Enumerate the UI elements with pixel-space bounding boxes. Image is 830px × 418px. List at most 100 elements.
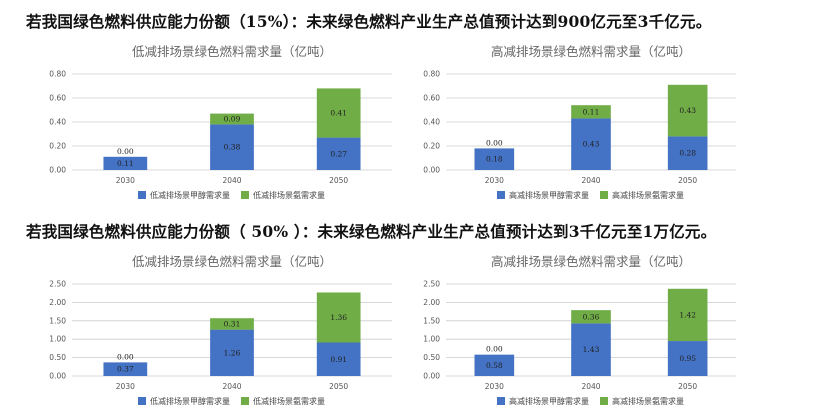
chart-title: 高减排场景绿色燃料需求量（亿吨） [491, 44, 691, 59]
chart-title: 低减排场景绿色燃料需求量（亿吨） [132, 254, 332, 269]
y-tick-label: 0.80 [423, 70, 440, 79]
legend-label: 低减排场景氨需求量 [253, 190, 325, 200]
y-tick-label: 0.60 [423, 94, 440, 103]
y-tick-label: 0.50 [49, 353, 66, 362]
bar-segment [667, 84, 708, 137]
data-label: 1.26 [224, 348, 241, 357]
data-label: 0.11 [583, 107, 600, 116]
chart-title: 高减排场景绿色燃料需求量（亿吨） [491, 254, 691, 269]
bar-segment [667, 136, 708, 170]
data-label: 0.09 [224, 115, 241, 124]
y-tick-label: 1.00 [423, 335, 440, 344]
section-heading-50-percent: 若我国绿色燃料供应能力份额（ 50% ）：未来绿色燃料产业生产总值预计达到3千亿… [26, 222, 717, 241]
data-label: 1.43 [583, 345, 600, 354]
bar-segment [316, 292, 361, 343]
x-tick-label: 2030 [485, 382, 504, 391]
bar-segment [571, 105, 611, 119]
data-label: 1.42 [679, 310, 696, 319]
bar-segment [210, 124, 254, 170]
x-tick-label: 2040 [222, 176, 241, 185]
y-tick-label: 1.50 [423, 316, 440, 325]
legend-label: 高减排场景甲醇需求量 [509, 396, 589, 406]
chart-low-emission-50: 低减排场景绿色燃料需求量（亿吨） 0.00 0.50 1.00 1.50 2.00 2.50… [38, 252, 398, 418]
bar-segment [571, 323, 611, 376]
y-tick-label: 0.40 [49, 118, 66, 127]
y-tick-label: 0.00 [49, 372, 66, 381]
x-tick-label: 2030 [485, 176, 504, 185]
bar-segment [571, 118, 611, 170]
chart-title: 低减排场景绿色燃料需求量（亿吨） [132, 44, 332, 59]
y-tick-label: 2.00 [423, 298, 440, 307]
chart-svg-high-50: 高减排场景绿色燃料需求量（亿吨） 0.00 0.50 1.00 1.50 2.00 2.50… [423, 254, 736, 406]
y-tick-label: 0.50 [423, 353, 440, 362]
bar-segment [316, 137, 361, 170]
x-tick-label: 2040 [581, 382, 600, 391]
data-label: 0.43 [679, 106, 696, 115]
bar-segment [103, 362, 148, 376]
y-tick-label: 1.00 [49, 335, 66, 344]
chart-high-emission-50: 高减排场景绿色燃料需求量（亿吨） 0.00 0.50 1.00 1.50 2.00 2.50… [412, 252, 742, 418]
data-label: 0.00 [486, 345, 503, 354]
legend-label: 低减排场景甲醇需求量 [150, 396, 230, 406]
chart-svg-low-15: 低减排场景绿色燃料需求量（亿吨） 0.00 0.20 0.40 0.60 0.80 0.11… [49, 44, 392, 200]
data-label: 0.91 [330, 355, 347, 364]
data-label: 0.18 [486, 155, 503, 164]
bar-segment [474, 148, 515, 170]
data-label: 0.58 [486, 361, 503, 370]
data-label: 0.27 [330, 149, 347, 158]
data-label: 0.28 [679, 149, 696, 158]
data-label: 0.38 [224, 143, 241, 152]
y-tick-label: 0.40 [423, 118, 440, 127]
y-tick-label: 0.20 [49, 142, 66, 151]
y-tick-label: 0.00 [49, 166, 66, 175]
bar-segment [103, 156, 148, 170]
chart-svg-low-50: 低减排场景绿色燃料需求量（亿吨） 0.00 0.50 1.00 1.50 2.00 2.50… [49, 254, 392, 406]
bar-segment [667, 288, 708, 342]
x-tick-label: 2050 [678, 176, 697, 185]
legend-swatch [600, 191, 608, 199]
x-tick-label: 2040 [222, 382, 241, 391]
legend-label: 高减排场景氨需求量 [612, 190, 684, 200]
data-label: 0.00 [117, 147, 134, 156]
chart-svg-high-15: 高减排场景绿色燃料需求量（亿吨） 0.00 0.20 0.40 0.60 0.80 0.18… [423, 44, 736, 200]
legend-swatch [241, 397, 249, 405]
data-label: 0.41 [330, 109, 347, 118]
data-label: 0.95 [679, 354, 696, 363]
bar-segment [210, 318, 254, 330]
bar-segment [667, 341, 708, 376]
chart-low-emission-15: 低减排场景绿色燃料需求量（亿吨） 0.00 0.20 0.40 0.60 0.80 0.11… [38, 42, 398, 212]
legend-swatch [138, 191, 146, 199]
x-tick-label: 2050 [329, 176, 348, 185]
y-tick-label: 0.60 [49, 94, 66, 103]
x-tick-label: 2030 [116, 382, 135, 391]
legend-swatch [600, 397, 608, 405]
data-label: 0.11 [117, 159, 134, 168]
x-tick-label: 2050 [329, 382, 348, 391]
legend-swatch [241, 191, 249, 199]
legend-swatch [497, 191, 505, 199]
chart-high-emission-15: 高减排场景绿色燃料需求量（亿吨） 0.00 0.20 0.40 0.60 0.80 0.18… [412, 42, 742, 212]
x-tick-label: 2030 [116, 176, 135, 185]
bar-segment [316, 342, 361, 376]
y-tick-label: 0.00 [423, 372, 440, 381]
y-tick-label: 0.80 [49, 70, 66, 79]
y-tick-label: 2.00 [49, 298, 66, 307]
legend-label: 低减排场景氨需求量 [253, 396, 325, 406]
data-label: 0.00 [486, 138, 503, 147]
data-label: 1.36 [330, 313, 347, 322]
y-tick-label: 0.00 [423, 166, 440, 175]
x-tick-label: 2050 [678, 382, 697, 391]
data-label: 0.31 [224, 319, 241, 328]
bar-segment [210, 329, 254, 376]
bar-segment [210, 113, 254, 125]
bar-segment [571, 310, 611, 324]
legend-label: 高减排场景氨需求量 [612, 396, 684, 406]
bar-segment [316, 88, 361, 138]
y-tick-label: 0.20 [423, 142, 440, 151]
x-tick-label: 2040 [581, 176, 600, 185]
data-label: 0.00 [117, 352, 134, 361]
y-tick-label: 2.50 [423, 280, 440, 289]
legend-label: 高减排场景甲醇需求量 [509, 190, 589, 200]
data-label: 0.43 [583, 140, 600, 149]
legend-swatch [138, 397, 146, 405]
